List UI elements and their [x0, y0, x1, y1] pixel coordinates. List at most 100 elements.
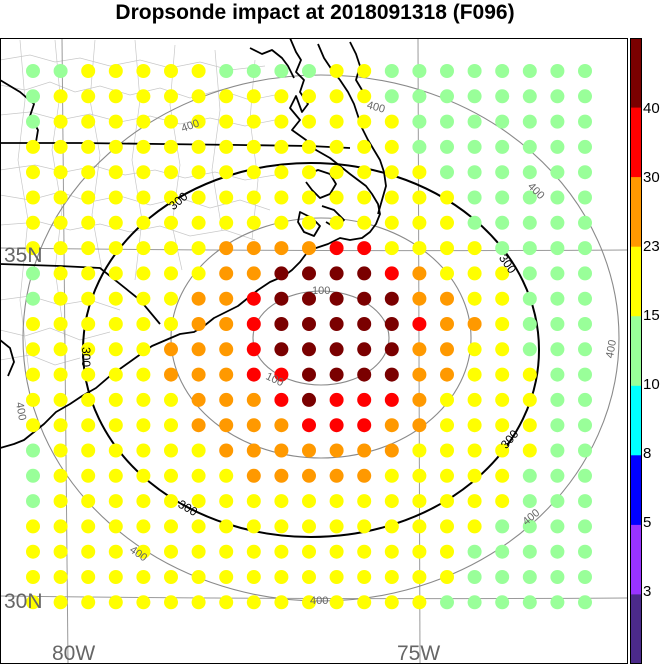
impact-dot	[302, 266, 316, 281]
impact-dot	[440, 367, 454, 382]
impact-dot	[136, 468, 151, 483]
impact-dot	[26, 241, 40, 256]
impact-dot	[164, 266, 178, 281]
contour-label: 100	[312, 285, 330, 297]
impact-dot	[357, 266, 372, 281]
impact-dot	[26, 139, 40, 154]
impact-dot	[136, 165, 151, 180]
impact-dot	[191, 494, 206, 509]
impact-dot	[412, 266, 427, 281]
impact-dot	[384, 165, 399, 180]
colorbar-bin	[630, 524, 642, 595]
impact-dot	[53, 139, 68, 154]
impact-dot	[550, 443, 565, 458]
impact-dot	[302, 317, 316, 331]
impact-dot	[550, 114, 565, 129]
impact-dot	[329, 291, 344, 306]
impact-dot	[522, 266, 537, 281]
impact-dot	[219, 494, 234, 509]
impact-dot	[495, 165, 510, 180]
impact-dot	[302, 494, 316, 509]
impact-dot	[384, 595, 399, 610]
impact-dot	[440, 595, 454, 610]
impact-dots	[26, 64, 592, 610]
impact-dot	[164, 291, 178, 306]
impact-dot	[274, 494, 289, 509]
impact-dot	[246, 418, 261, 433]
impact-dot	[81, 291, 96, 306]
impact-dot	[578, 291, 592, 306]
impact-dot	[357, 367, 372, 382]
impact-dot	[26, 64, 40, 78]
impact-dot	[81, 317, 96, 331]
impact-dot	[522, 443, 537, 458]
impact-dot	[578, 266, 592, 281]
impact-dot	[81, 595, 96, 610]
impact-dot	[440, 241, 454, 256]
impact-dot	[302, 139, 316, 154]
impact-dot	[219, 317, 234, 331]
impact-dot	[329, 544, 344, 559]
impact-dot	[219, 443, 234, 458]
impact-dot	[246, 190, 261, 205]
impact-dot	[53, 595, 68, 610]
impact-dot	[329, 494, 344, 509]
impact-dot	[274, 266, 289, 281]
impact-dot	[81, 392, 96, 407]
impact-dot	[550, 342, 565, 357]
impact-dot	[274, 64, 289, 78]
impact-dot	[136, 367, 151, 382]
impact-dot	[219, 139, 234, 154]
impact-dot	[522, 544, 537, 559]
impact-dot	[26, 266, 40, 281]
impact-dot	[550, 317, 565, 331]
impact-dot	[53, 342, 68, 357]
impact-dot	[550, 392, 565, 407]
impact-dot	[164, 139, 178, 154]
impact-dot	[522, 494, 537, 509]
impact-dot	[329, 241, 344, 256]
impact-dot	[357, 443, 372, 458]
impact-dot	[164, 165, 178, 180]
impact-dot	[578, 519, 592, 534]
impact-dot	[412, 114, 427, 129]
impact-dot	[81, 266, 96, 281]
impact-dot	[578, 215, 592, 230]
impact-dot	[578, 190, 592, 205]
impact-dot	[164, 570, 178, 584]
impact-dot	[164, 443, 178, 458]
impact-dot	[274, 291, 289, 306]
impact-dot	[274, 139, 289, 154]
impact-dot	[550, 595, 565, 610]
impact-dot	[164, 114, 178, 129]
impact-dot	[467, 392, 482, 407]
impact-dot	[329, 342, 344, 357]
impact-dot	[219, 165, 234, 180]
impact-dot	[302, 468, 316, 483]
impact-dot	[440, 317, 454, 331]
impact-dot	[81, 64, 96, 78]
impact-dot	[412, 443, 427, 458]
impact-dot	[53, 215, 68, 230]
impact-dot	[357, 519, 372, 534]
impact-dot	[164, 468, 178, 483]
impact-dot	[578, 367, 592, 382]
impact-dot	[550, 291, 565, 306]
impact-dot	[412, 342, 427, 357]
colorbar-tick-3: 3	[643, 583, 652, 600]
impact-dot	[302, 342, 316, 357]
impact-dot	[219, 266, 234, 281]
impact-dot	[108, 190, 123, 205]
contour-label: 400	[365, 99, 386, 115]
impact-dot	[108, 392, 123, 407]
impact-dot	[578, 544, 592, 559]
impact-dot	[108, 64, 123, 78]
impact-dot	[26, 342, 40, 357]
impact-dot	[578, 494, 592, 509]
impact-dot	[467, 266, 482, 281]
impact-dot	[467, 468, 482, 483]
impact-dot	[274, 544, 289, 559]
impact-dot	[384, 114, 399, 129]
impact-dot	[53, 89, 68, 104]
colorbar-tick-30: 30	[643, 169, 660, 186]
